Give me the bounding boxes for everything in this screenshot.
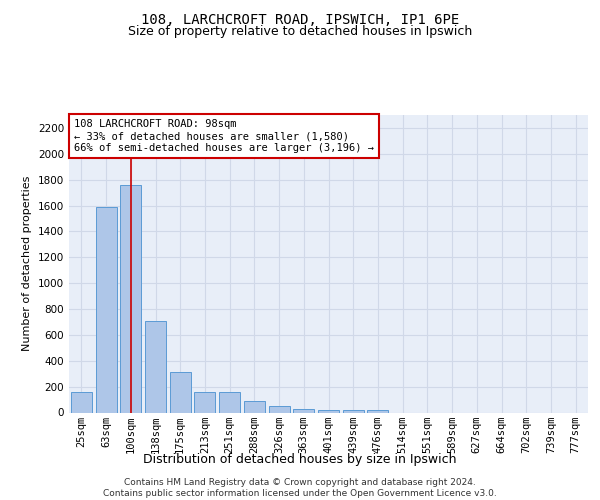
Text: 108, LARCHCROFT ROAD, IPSWICH, IP1 6PE: 108, LARCHCROFT ROAD, IPSWICH, IP1 6PE [141,12,459,26]
Bar [170,372,191,412]
Bar [244,401,265,412]
Bar [269,406,290,412]
Bar [293,408,314,412]
Bar [194,392,215,412]
Bar [145,320,166,412]
Bar [219,392,240,412]
Bar [120,185,141,412]
Y-axis label: Number of detached properties: Number of detached properties [22,176,32,352]
Bar [343,410,364,412]
Text: Size of property relative to detached houses in Ipswich: Size of property relative to detached ho… [128,25,472,38]
Bar [367,410,388,412]
Bar [95,207,116,412]
Bar [318,410,339,412]
Bar [71,392,92,412]
Text: Contains HM Land Registry data © Crown copyright and database right 2024.
Contai: Contains HM Land Registry data © Crown c… [103,478,497,498]
Text: Distribution of detached houses by size in Ipswich: Distribution of detached houses by size … [143,452,457,466]
Text: 108 LARCHCROFT ROAD: 98sqm
← 33% of detached houses are smaller (1,580)
66% of s: 108 LARCHCROFT ROAD: 98sqm ← 33% of deta… [74,120,374,152]
